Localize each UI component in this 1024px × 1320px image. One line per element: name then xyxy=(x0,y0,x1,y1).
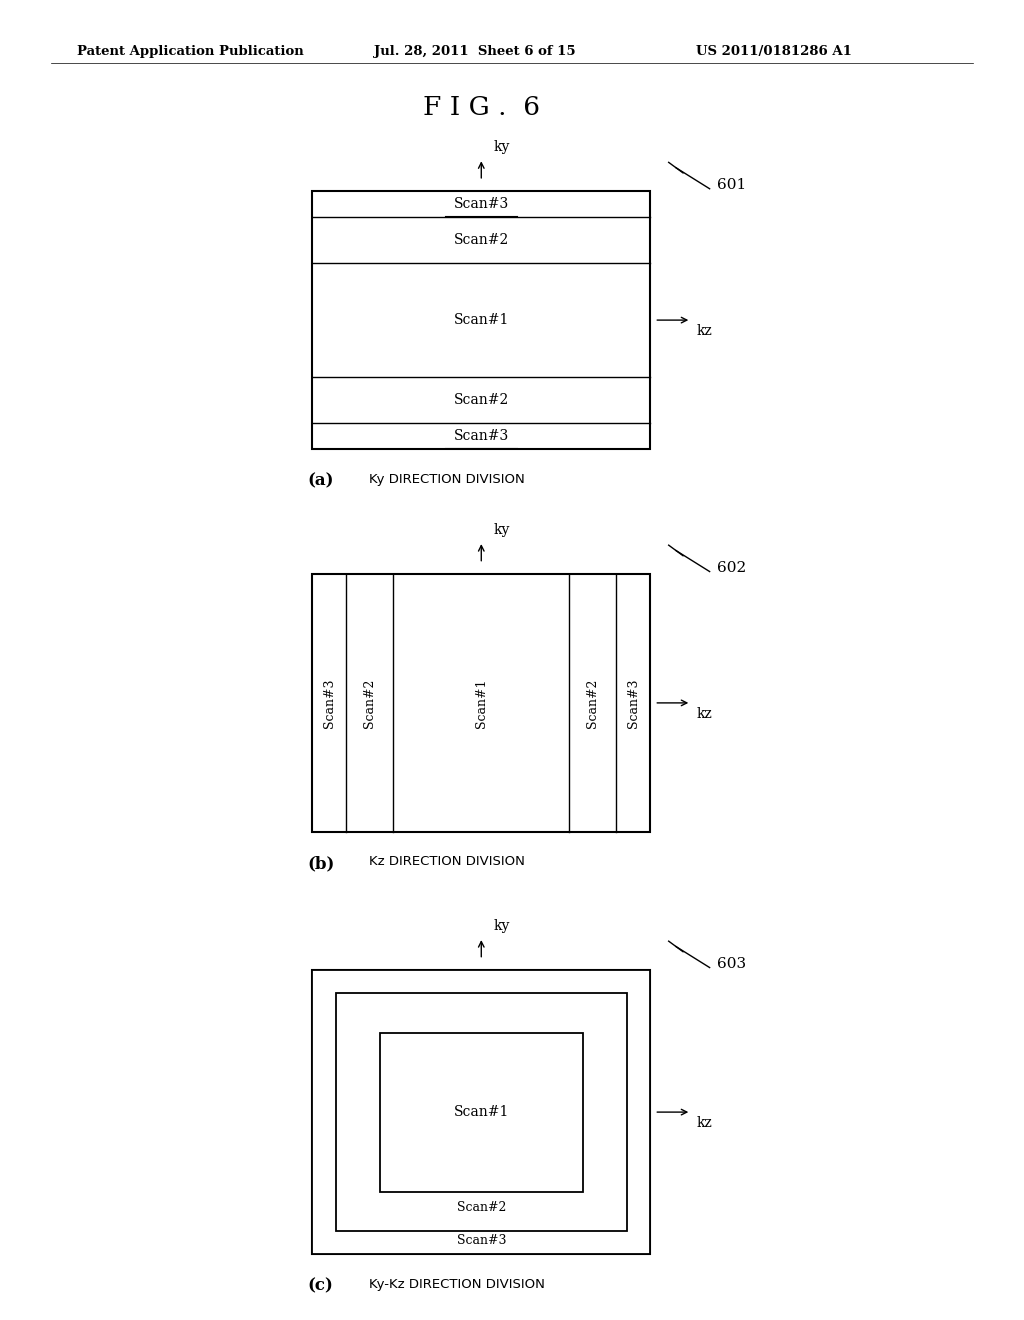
Text: Scan#1: Scan#1 xyxy=(475,678,487,727)
Bar xyxy=(336,993,627,1232)
Text: Scan#3: Scan#3 xyxy=(454,197,509,211)
Bar xyxy=(312,574,650,832)
Bar xyxy=(312,191,650,449)
Text: (b): (b) xyxy=(307,855,335,873)
Text: Scan#2: Scan#2 xyxy=(457,1201,506,1214)
Text: Scan#2: Scan#2 xyxy=(454,234,509,247)
Text: Scan#3: Scan#3 xyxy=(627,678,640,727)
Text: Scan#3: Scan#3 xyxy=(457,1234,506,1247)
Text: Jul. 28, 2011  Sheet 6 of 15: Jul. 28, 2011 Sheet 6 of 15 xyxy=(374,45,575,58)
Text: Ky-Kz DIRECTION DIVISION: Ky-Kz DIRECTION DIVISION xyxy=(369,1278,545,1291)
Text: (c): (c) xyxy=(307,1278,333,1295)
Text: 603: 603 xyxy=(717,957,745,970)
Text: (a): (a) xyxy=(307,473,334,490)
Text: Scan#3: Scan#3 xyxy=(454,429,509,444)
Text: Scan#3: Scan#3 xyxy=(323,678,336,727)
Text: Patent Application Publication: Patent Application Publication xyxy=(77,45,303,58)
Bar xyxy=(312,970,650,1254)
Text: Scan#1: Scan#1 xyxy=(454,1105,509,1119)
Text: Scan#2: Scan#2 xyxy=(587,678,599,727)
Text: Scan#2: Scan#2 xyxy=(364,678,376,727)
Text: F I G .  6: F I G . 6 xyxy=(423,95,540,120)
Text: Scan#2: Scan#2 xyxy=(454,393,509,407)
Text: 601: 601 xyxy=(717,178,746,191)
Text: 602: 602 xyxy=(717,561,746,574)
Text: Kz DIRECTION DIVISION: Kz DIRECTION DIVISION xyxy=(369,855,524,869)
Bar xyxy=(312,970,650,1254)
Bar xyxy=(380,1032,583,1192)
Text: ky: ky xyxy=(494,523,510,537)
Text: Ky DIRECTION DIVISION: Ky DIRECTION DIVISION xyxy=(369,473,524,486)
Text: kz: kz xyxy=(696,1115,712,1130)
Text: ky: ky xyxy=(494,140,510,154)
Text: kz: kz xyxy=(696,325,712,338)
Text: ky: ky xyxy=(494,919,510,933)
Text: kz: kz xyxy=(696,708,712,721)
Text: US 2011/0181286 A1: US 2011/0181286 A1 xyxy=(696,45,852,58)
Text: Scan#1: Scan#1 xyxy=(454,313,509,327)
